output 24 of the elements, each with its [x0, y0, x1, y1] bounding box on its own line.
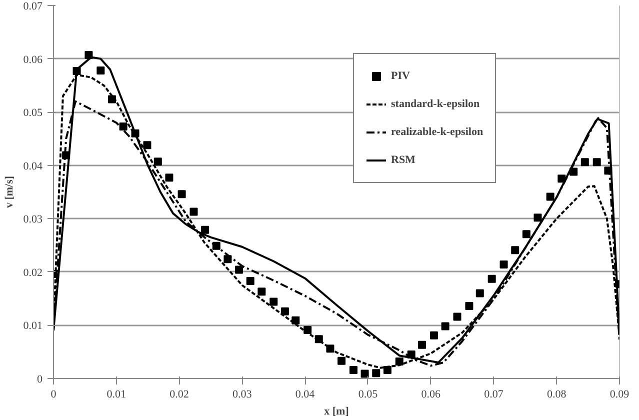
legend-label: PIV — [391, 70, 411, 82]
legend-label: RSM — [391, 154, 416, 166]
y-tick-label: 0.03 — [23, 214, 43, 226]
y-tick-label: 0 — [37, 374, 43, 386]
x-tick-label: 0.02 — [170, 388, 189, 400]
legend-label: realizable-k-epsilon — [391, 126, 484, 138]
x-tick-label: 0.06 — [421, 388, 441, 400]
x-tick-label: 0.04 — [295, 388, 316, 400]
x-tick-label: 0.08 — [546, 388, 567, 400]
y-tick-label: 0.02 — [23, 266, 42, 279]
x-tick-label: 0.09 — [610, 388, 630, 400]
x-tick-label: 0.03 — [232, 388, 252, 400]
y-axis-title: v [m/s] — [3, 176, 16, 208]
x-tick-label: 0 — [50, 388, 57, 400]
y-tick-label: 0.06 — [23, 54, 43, 66]
y-tick-label: 0.01 — [23, 320, 42, 332]
y-tick-label: 0.04 — [23, 160, 43, 172]
y-tick-label: 0.07 — [23, 0, 43, 12]
x-axis-title: x [m] — [324, 406, 349, 418]
y-tick-label: 0.05 — [23, 107, 43, 120]
x-tick-label: 0.07 — [484, 388, 504, 400]
x-tick-label: 0.01 — [106, 388, 126, 400]
x-tick-label: 0.05 — [358, 388, 378, 400]
legend-label: standard-k-epsilon — [391, 98, 480, 110]
